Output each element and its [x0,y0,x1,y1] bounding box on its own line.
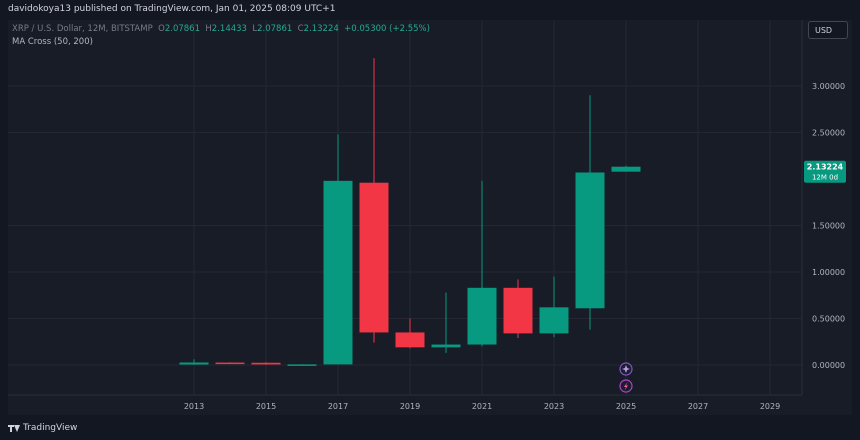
candle-body [611,166,641,172]
footer-bar: TradingView [0,418,860,440]
tradingview-brand-text: TradingView [23,423,78,433]
candle-body [575,172,605,309]
x-tick-label: 2021 [472,402,492,411]
legend-symbol: XRP / U.S. Dollar, 12M, BITSTAMP [12,24,153,34]
x-tick-label: 2015 [256,402,276,411]
x-tick-label: 2027 [688,402,708,411]
y-tick-label: 1.00000 [812,268,845,277]
x-tick-label: 2025 [616,402,636,411]
star-glyph [622,365,630,373]
legend-close-value: 2.13224 [303,24,339,34]
x-tick-label: 2019 [400,402,420,411]
legend-low-label: L [252,24,258,34]
x-tick-label: 2029 [760,402,780,411]
tradingview-logo[interactable]: TradingView [8,423,77,433]
legend-high-label: H [205,24,212,34]
chart-legend: XRP / U.S. Dollar, 12M, BITSTAMP O2.0786… [12,24,430,34]
legend-change: +0.05300 (+2.55%) [344,24,430,34]
x-tick-label: 2017 [328,402,348,411]
legend-open-label: O [158,24,165,34]
candle-body [287,364,317,366]
y-tick-label: 3.00000 [812,82,845,91]
candle-body [395,332,425,348]
price-tag-value: 2.13224 [807,163,844,172]
header-bar: davidokoya13 published on TradingView.co… [0,0,860,20]
candle-body [467,287,497,345]
y-tick-label: 2.50000 [812,129,845,138]
candle-body [215,362,245,365]
candle-body [431,344,461,348]
tradingview-logo-icon [8,424,20,432]
lightning-glyph [624,382,628,391]
legend-open-value: 2.07861 [164,24,200,34]
candle-body [179,362,209,365]
candle-body [503,287,533,334]
candle-body [251,362,281,365]
legend-close-label: C [297,24,304,34]
published-info: davidokoya13 published on TradingView.co… [8,4,336,14]
indicator-label[interactable]: MA Cross (50, 200) [12,37,93,47]
legend-high-value: 2.14433 [211,24,247,34]
x-tick-label: 2013 [184,402,204,411]
currency-button[interactable]: USD [808,21,848,39]
candle-body [323,180,353,365]
y-tick-label: 1.50000 [812,222,845,231]
candle-body [539,307,569,334]
y-tick-label: 0.00000 [812,361,845,370]
x-tick-label: 2023 [544,402,564,411]
price-tag [804,160,846,183]
price-tag-sub: 12M 0d [812,174,838,182]
legend-low-value: 2.07861 [257,24,293,34]
y-tick-label: 0.50000 [812,315,845,324]
candle-body [359,182,389,333]
